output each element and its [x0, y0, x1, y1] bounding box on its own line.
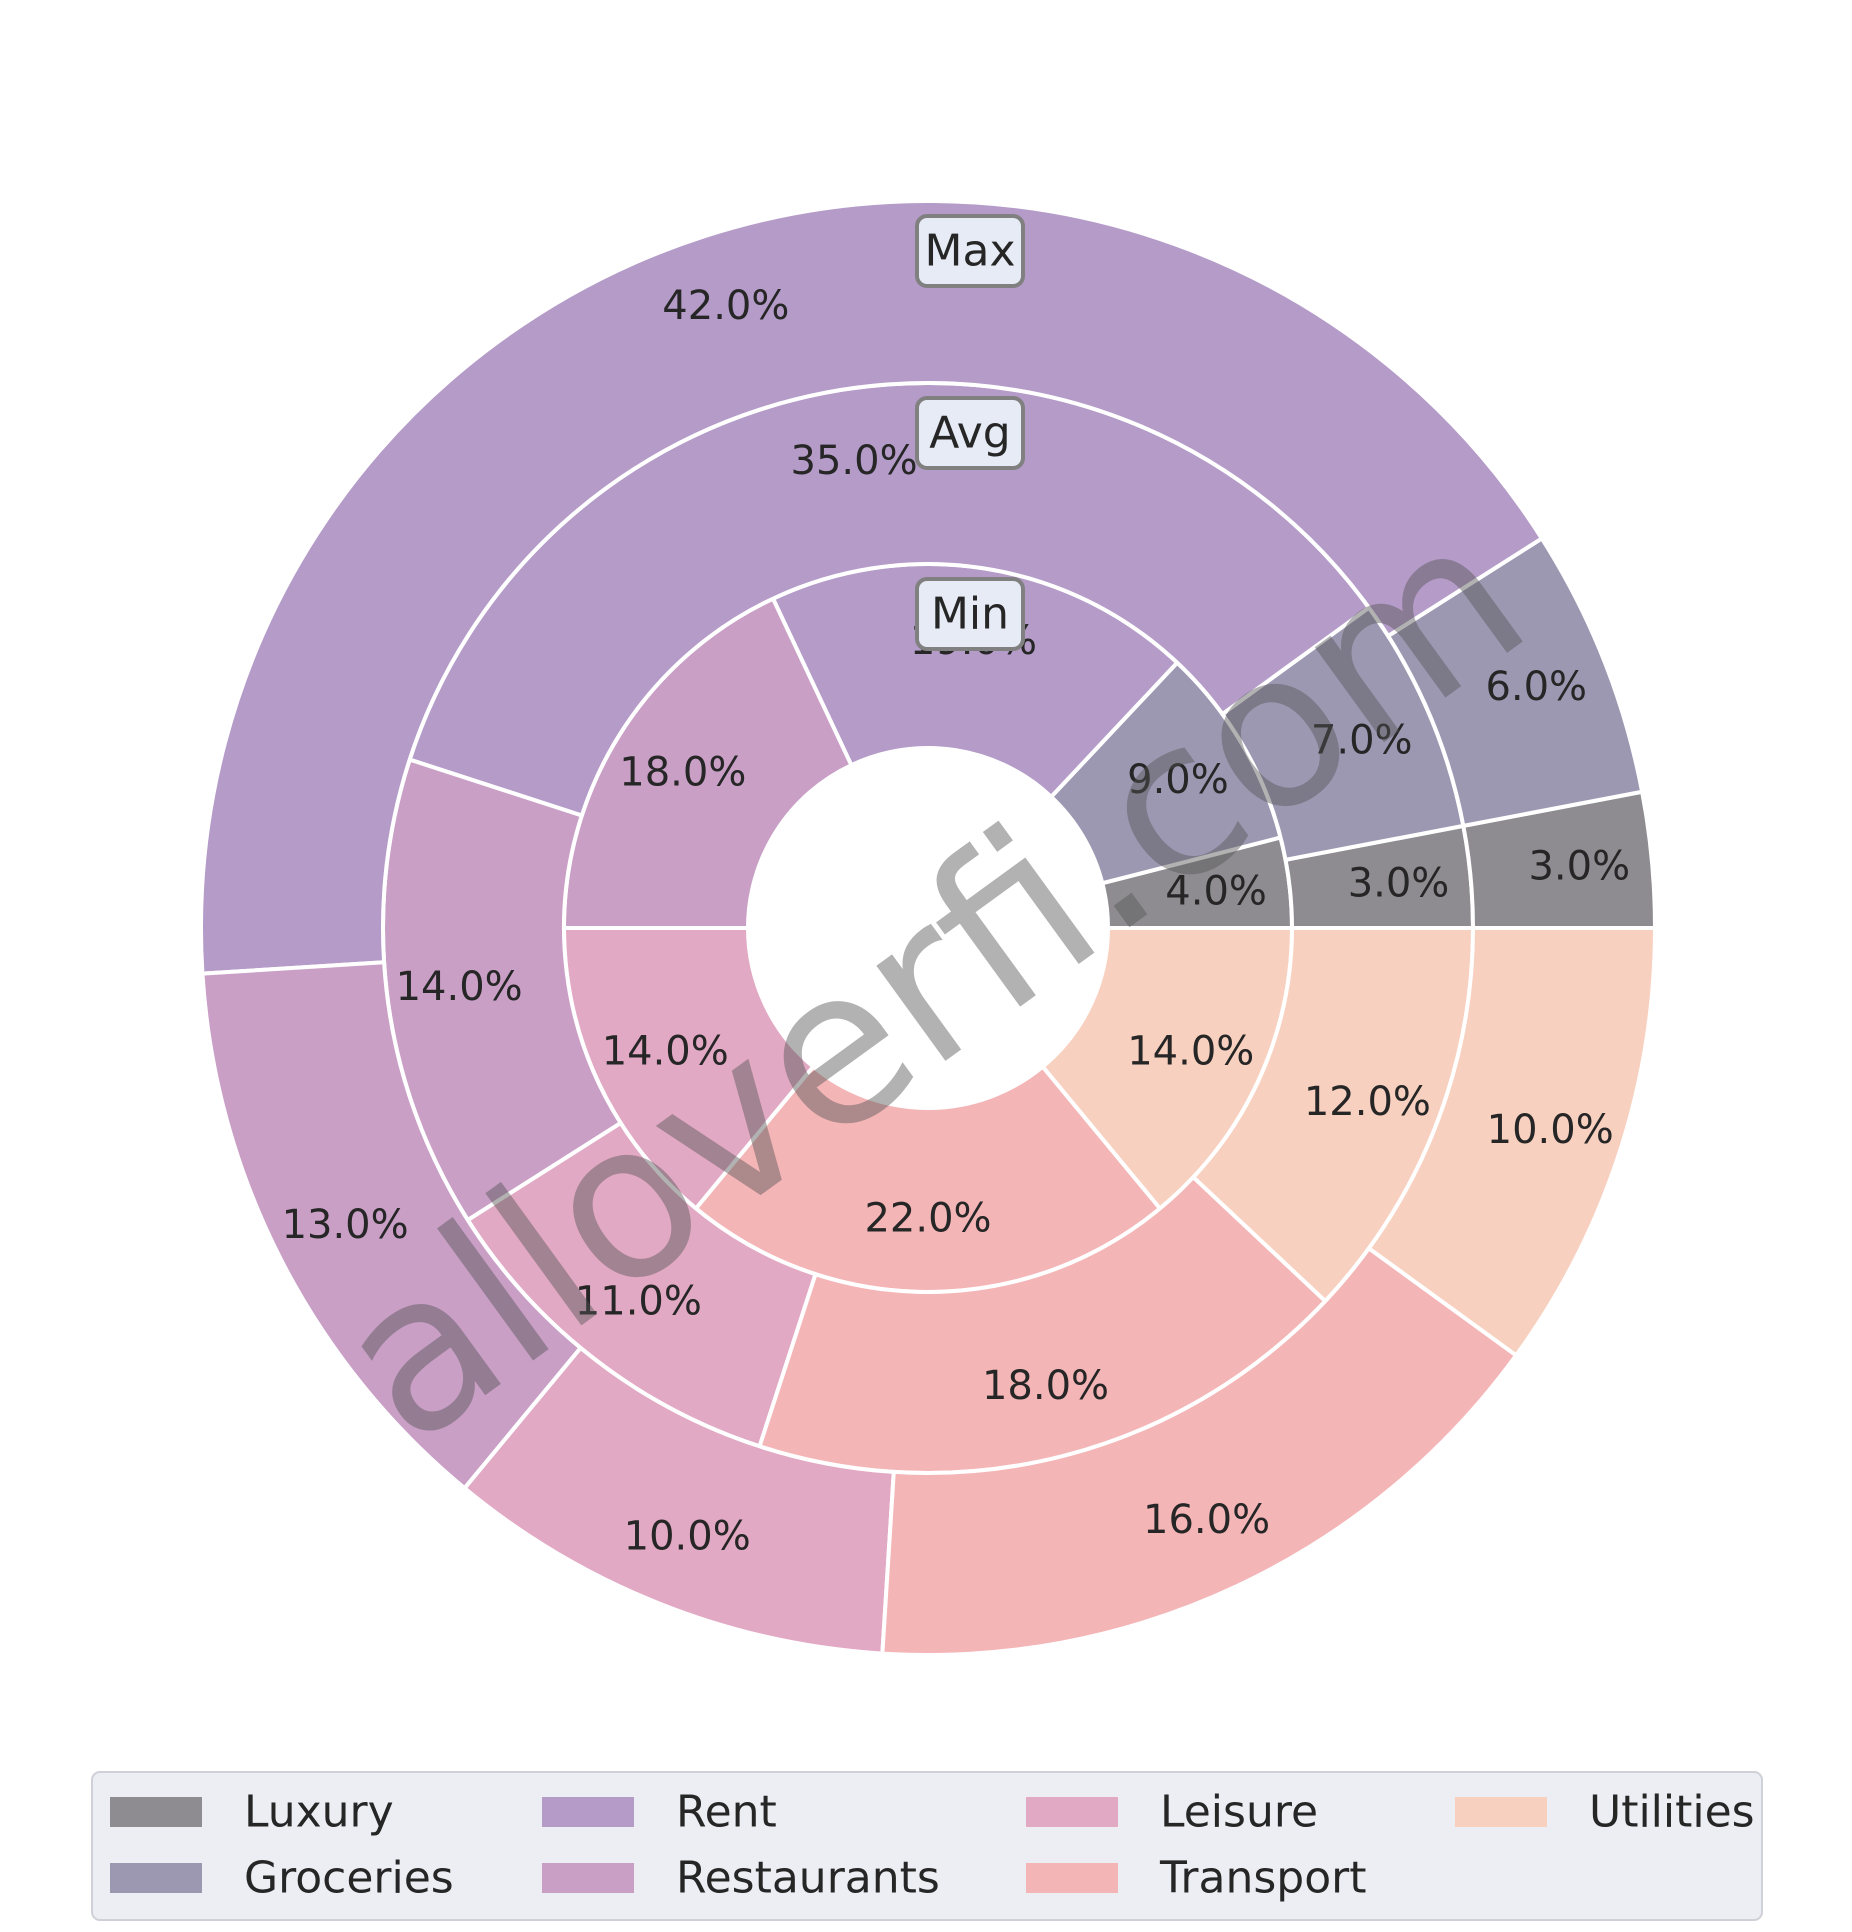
ring-label-box	[915, 214, 1025, 288]
wedge-max-utilities	[1366, 926, 1658, 1359]
pct-label-min-transport: 22.0%	[864, 1195, 991, 1241]
legend-entry-rent: Rent	[542, 1787, 777, 1838]
ring-label-box	[915, 577, 1025, 651]
ring-label-text: Avg	[929, 408, 1011, 459]
legend-swatch	[542, 1797, 634, 1827]
pct-label-avg-transport: 18.0%	[982, 1363, 1109, 1409]
legend-swatch	[1026, 1797, 1118, 1827]
pct-label-avg-rent: 35.0%	[791, 438, 918, 484]
ring-label-avg: Avg	[915, 396, 1025, 470]
legend-entry-groceries: Groceries	[110, 1853, 454, 1904]
legend-label: Restaurants	[676, 1853, 940, 1904]
wedge-max-rent	[199, 199, 1545, 976]
pct-label-max-restaurants: 13.0%	[282, 1202, 409, 1248]
legend-entry-utilities: Utilities	[1455, 1787, 1755, 1838]
pct-label-avg-luxury: 3.0%	[1348, 861, 1450, 907]
ring-label-box	[915, 396, 1025, 470]
legend-label: Leisure	[1160, 1787, 1318, 1838]
ring-label-max: Max	[915, 214, 1025, 288]
pct-label-min-luxury: 4.0%	[1165, 869, 1267, 915]
pct-label-max-utilities: 10.0%	[1487, 1107, 1614, 1153]
legend-swatch	[110, 1797, 202, 1827]
legend-label: Rent	[676, 1787, 777, 1838]
percentage-label-layer: 4.0%9.0%19.0%18.0%14.0%22.0%14.0%3.0%7.0…	[282, 283, 1631, 1559]
pct-label-min-utilities: 14.0%	[1127, 1029, 1254, 1075]
ring-label-text: Min	[931, 589, 1009, 640]
pct-label-avg-restaurants: 14.0%	[396, 964, 523, 1010]
wedge-layer	[199, 199, 1658, 1658]
legend-swatch	[1455, 1797, 1547, 1827]
legend: Luxury Groceries Rent Restaurants Leisure Tra…	[91, 1771, 1763, 1921]
pct-label-avg-utilities: 12.0%	[1304, 1079, 1431, 1125]
ring-name-layer: Min Avg Max	[915, 214, 1025, 651]
pct-label-min-restaurants: 18.0%	[619, 749, 746, 795]
pct-label-max-transport: 16.0%	[1143, 1497, 1270, 1543]
pct-label-max-rent: 42.0%	[662, 283, 789, 329]
pct-label-max-luxury: 3.0%	[1528, 843, 1630, 889]
legend-label: Luxury	[244, 1787, 394, 1838]
legend-entry-luxury: Luxury	[110, 1787, 394, 1838]
ring-label-min: Min	[915, 577, 1025, 651]
legend-label: Groceries	[244, 1853, 454, 1904]
pct-label-max-groceries: 6.0%	[1485, 664, 1587, 710]
ring-label-text: Max	[925, 226, 1016, 277]
pct-label-avg-leisure: 11.0%	[575, 1278, 702, 1324]
legend-entry-restaurants: Restaurants	[542, 1853, 940, 1904]
legend-swatch	[542, 1863, 634, 1893]
legend-swatch	[110, 1863, 202, 1893]
legend-entry-leisure: Leisure	[1026, 1787, 1318, 1838]
pct-label-avg-groceries: 7.0%	[1311, 717, 1413, 763]
pct-label-min-leisure: 14.0%	[602, 1029, 729, 1075]
legend-label: Transport	[1159, 1853, 1366, 1904]
legend-entry-transport: Transport	[1026, 1853, 1366, 1904]
pct-label-max-leisure: 10.0%	[624, 1513, 751, 1559]
legend-label: Utilities	[1589, 1787, 1755, 1838]
legend-swatch	[1026, 1863, 1118, 1893]
pct-label-min-groceries: 9.0%	[1127, 757, 1229, 803]
legend-frame	[91, 1771, 1763, 1921]
